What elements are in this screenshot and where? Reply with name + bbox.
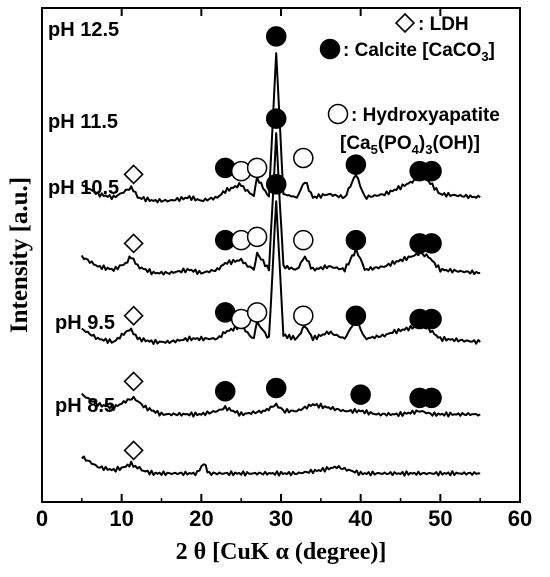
calcite-marker [350, 384, 371, 405]
hydroxyapatite-marker [293, 229, 314, 251]
label-layer: pH 12.5 pH 11.5 pH 10.5 pH 9.5 pH 8.5 [48, 19, 119, 417]
x-tick-label: 60 [508, 506, 532, 531]
hydroxyapatite-marker [246, 302, 268, 323]
x-axis-label: 2 θ [CuK α (degree)] [176, 539, 387, 565]
legend-hap-formula-part: 4 [412, 142, 420, 157]
legend-ldh-label: : LDH [418, 14, 469, 35]
calcite-marker [421, 160, 442, 182]
series-layer [80, 52, 481, 477]
series-label: pH 10.5 [48, 177, 119, 199]
ldh-marker [123, 371, 144, 392]
legend-hap-formula: [Ca5(PO4)3(OH)] [340, 133, 480, 157]
legend-hap-formula-part: ) [419, 133, 425, 154]
plot-area [41, 7, 521, 503]
hydroxyapatite-marker [327, 103, 349, 125]
series-line [81, 455, 481, 477]
calcite-marker [421, 233, 442, 254]
calcite-marker [345, 229, 367, 251]
ldh-marker [394, 12, 416, 34]
calcite-marker [214, 381, 236, 402]
legend-hap-formula-part: 5 [371, 142, 378, 157]
calcite-marker [345, 154, 367, 175]
legend-calcite-label: : Calcite [CaCO3] [343, 40, 495, 64]
legend-hap-formula-part: (PO [378, 133, 412, 154]
hydroxyapatite-marker [293, 147, 314, 169]
axes: 0 10 20 30 40 50 60 2 θ [CuK α (degree)] Intensi… [6, 8, 532, 565]
calcite-marker [265, 108, 287, 129]
series-label: pH 9.5 [55, 312, 115, 334]
hydroxyapatite-marker [293, 305, 314, 326]
x-tick-label: 0 [36, 506, 48, 531]
hydroxyapatite-marker [246, 226, 268, 248]
series-line [80, 132, 481, 276]
x-tick-label: 30 [269, 506, 293, 531]
legend-hap-formula-part: 3 [425, 142, 432, 157]
legend: : LDH : Calcite [CaCO3] : Hydroxyapatite [C… [319, 12, 500, 157]
legend-hap-formula-part: (OH)] [432, 133, 479, 154]
calcite-marker [421, 387, 442, 409]
legend-hap-label: : Hydroxyapatite [351, 105, 500, 126]
calcite-marker [265, 26, 287, 47]
series-line [81, 392, 481, 418]
series-label: pH 8.5 [55, 395, 115, 417]
ldh-marker [123, 164, 144, 185]
x-tick-label: 10 [109, 506, 133, 531]
y-axis-label: Intensity [a.u.] [6, 177, 33, 333]
ldh-marker [123, 440, 144, 461]
series-line [81, 200, 481, 345]
calcite-marker [345, 305, 367, 326]
series-label: pH 11.5 [48, 111, 118, 133]
calcite-marker [265, 377, 287, 399]
x-tick-label: 40 [348, 506, 372, 531]
hydroxyapatite-marker [246, 157, 268, 179]
legend-calcite-sub: 3 [481, 49, 488, 64]
plot-frame [41, 7, 521, 503]
series-line [81, 52, 481, 204]
legend-calcite-tail: ] [489, 40, 495, 61]
calcite-marker [319, 38, 341, 60]
calcite-marker [265, 174, 287, 195]
x-tick-label: 50 [428, 506, 452, 531]
ldh-marker [123, 305, 144, 326]
x-tick-label: 20 [189, 506, 213, 531]
ldh-marker [123, 233, 144, 254]
calcite-marker [421, 308, 442, 330]
series-label: pH 12.5 [48, 19, 119, 41]
marker-layer [123, 26, 442, 461]
